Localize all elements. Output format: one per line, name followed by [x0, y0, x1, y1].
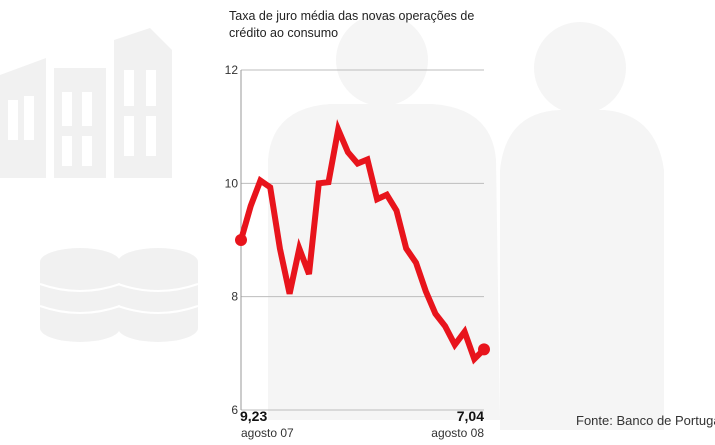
people-icon [268, 14, 664, 430]
start-value-label: 9,23 [240, 408, 267, 424]
start-point-marker [235, 234, 247, 246]
end-date-label: agosto 08 [431, 426, 484, 440]
series-line [238, 119, 487, 365]
y-tick-label: 12 [225, 63, 239, 77]
chart-title: Taxa de juro média das novas operações d… [229, 9, 475, 40]
y-tick-label: 8 [231, 290, 238, 304]
end-point-marker [478, 343, 490, 356]
y-tick-label: 10 [225, 176, 239, 190]
source-note: Fonte: Banco de Portugal [576, 413, 715, 428]
series-layer [235, 119, 490, 365]
y-tick-label: 6 [231, 403, 238, 417]
end-value-label: 7,04 [457, 408, 484, 424]
start-date-label: agosto 07 [241, 426, 294, 440]
coins-icon [39, 248, 199, 342]
y-axis: 6 8 10 12 [225, 63, 239, 417]
buildings-icon [0, 28, 172, 178]
